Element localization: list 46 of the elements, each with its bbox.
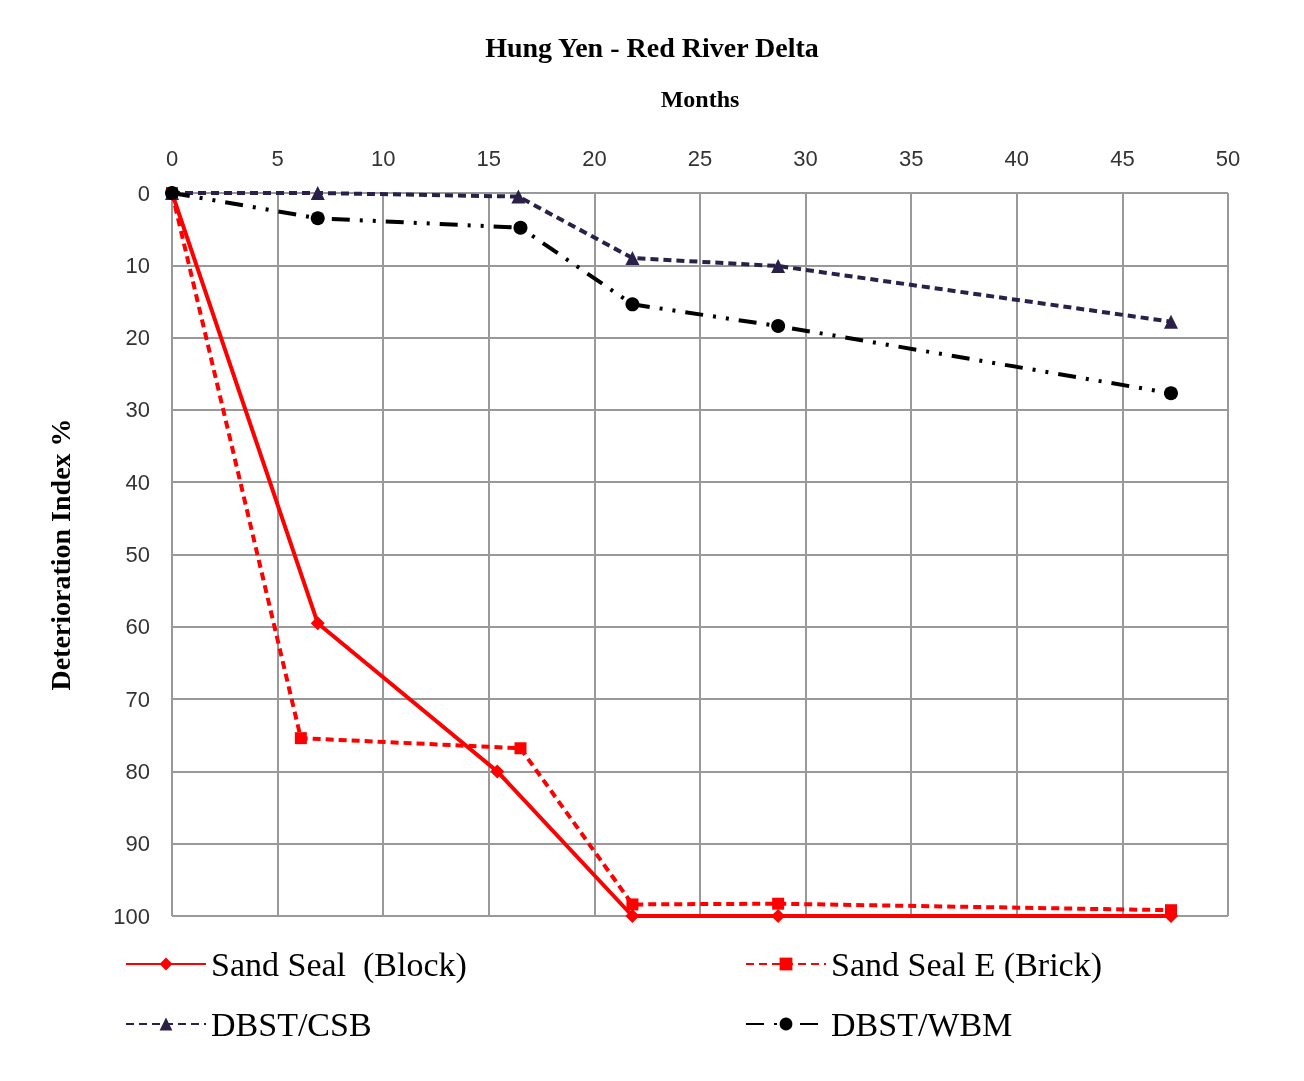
point — [310, 211, 325, 226]
x-tick-label: 20 — [582, 145, 607, 171]
x-tick-label: 45 — [1110, 145, 1135, 171]
chart-title: Hung Yen - Red River Delta — [485, 31, 819, 63]
x-tick-label: 15 — [476, 145, 502, 171]
point — [294, 732, 307, 745]
x-tick-label: 25 — [687, 145, 713, 171]
point — [310, 616, 325, 631]
point — [514, 742, 527, 755]
y-tick-label: 100 — [113, 903, 150, 929]
y-tick-label: 60 — [125, 614, 150, 640]
point — [772, 897, 785, 910]
point — [625, 297, 640, 312]
x-tick-label: 10 — [370, 145, 396, 171]
x-tick-label: 30 — [793, 145, 818, 171]
point — [513, 220, 528, 235]
point — [1163, 386, 1178, 401]
y-tick-label: 20 — [125, 325, 150, 351]
point — [625, 909, 640, 923]
y-tick-label: 80 — [125, 758, 150, 784]
x-tick-label: 50 — [1215, 145, 1241, 171]
x-tick-label: 5 — [271, 145, 284, 171]
y-tick-label: 50 — [125, 542, 150, 567]
y-tick-label: 30 — [125, 397, 150, 423]
point — [511, 189, 526, 204]
x-axis-title: Months — [660, 86, 740, 112]
point — [310, 186, 325, 200]
x-tick-label: 35 — [898, 145, 924, 171]
point — [625, 251, 640, 266]
y-tick-label: 70 — [125, 686, 150, 712]
legend-label: DBST/CSB — [211, 1005, 372, 1043]
y-tick-label: 10 — [125, 252, 150, 278]
legend-label: DBST/WBM — [831, 1005, 1013, 1043]
point — [771, 259, 786, 274]
point — [1163, 314, 1178, 329]
legend-label: Sand Seal (Block) — [211, 945, 467, 984]
x-tick-label: 0 — [165, 145, 179, 171]
legend-label: Sand Seal E (Brick) — [831, 945, 1102, 984]
y-axis-title: Deterioration Index % — [44, 418, 76, 691]
point — [626, 898, 639, 911]
x-tick-label: 40 — [1004, 145, 1030, 171]
point — [771, 319, 786, 334]
y-tick-label: 90 — [125, 831, 150, 857]
point — [490, 764, 505, 779]
y-tick-label: 0 — [137, 180, 150, 206]
y-tick-label: 40 — [125, 469, 150, 495]
